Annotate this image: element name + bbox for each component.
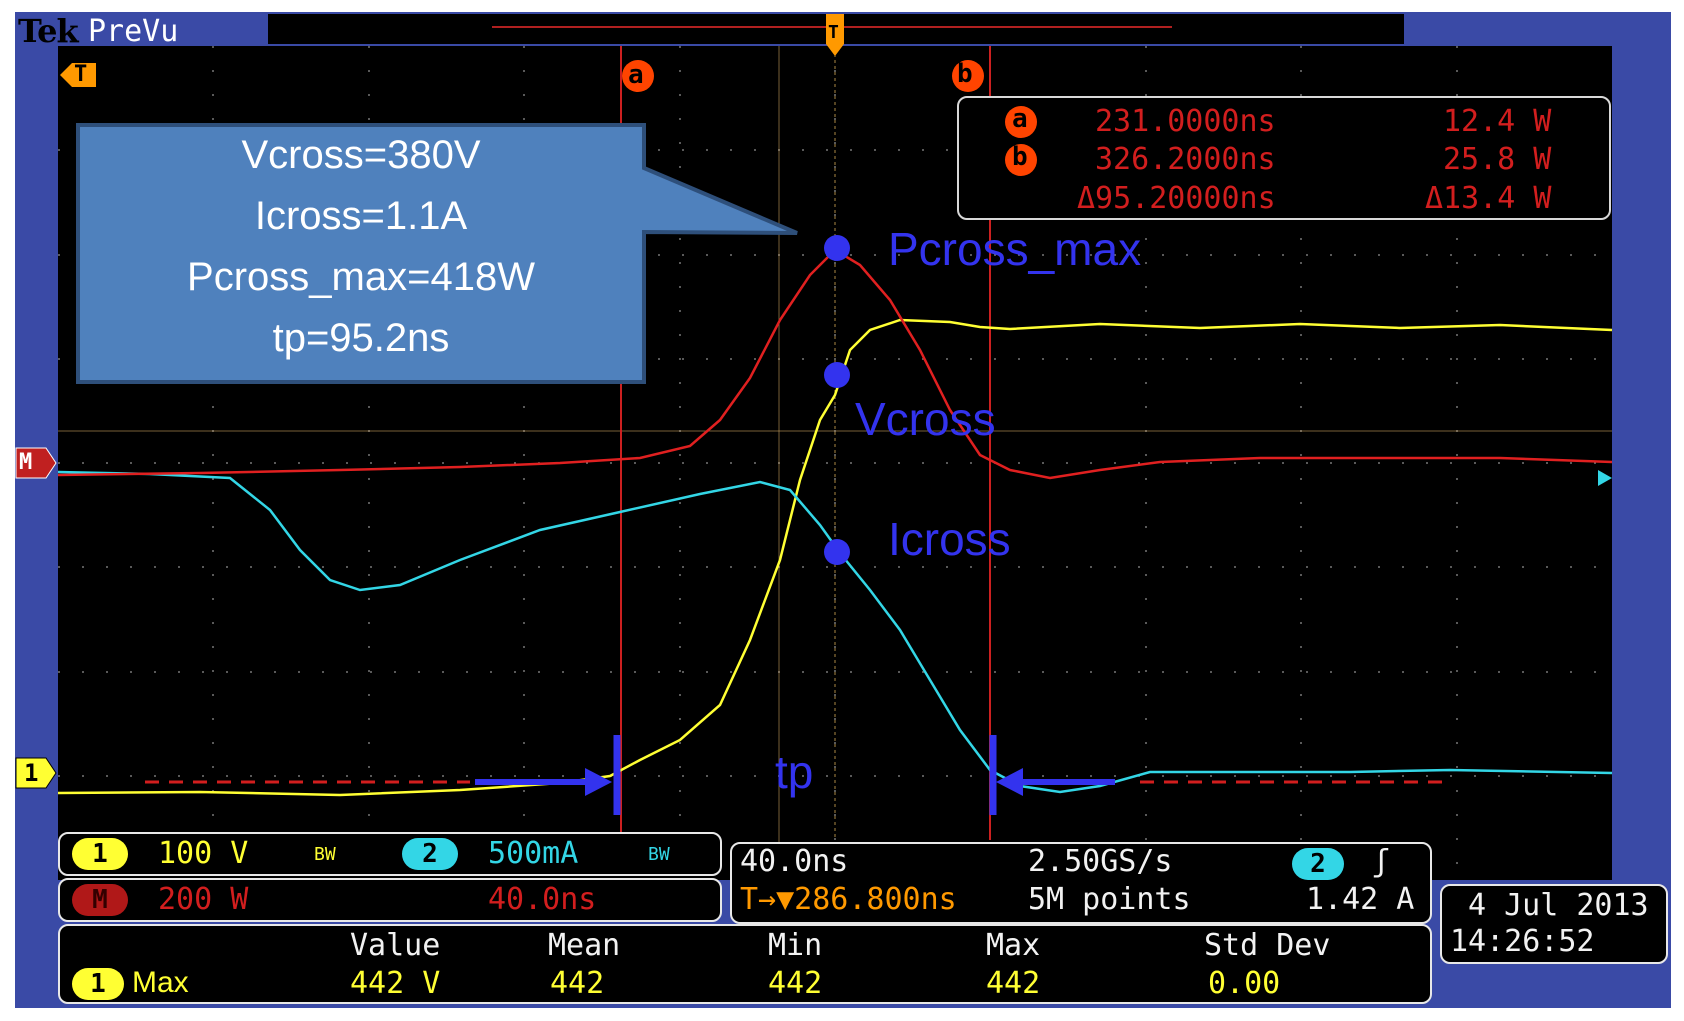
math-ref-letter: M bbox=[19, 450, 33, 475]
pcross-max-dot bbox=[824, 235, 850, 261]
math-badge[interactable]: M bbox=[72, 884, 128, 916]
callout-pcross: Pcross_max=418W bbox=[187, 255, 535, 299]
date-text: 4 Jul 2013 bbox=[1468, 888, 1649, 923]
meas-max: 442 bbox=[986, 966, 1041, 1001]
readout-delta-time: Δ95.20000ns bbox=[1077, 181, 1276, 216]
measurement-panel[interactable]: Value Mean Min Max Std Dev 1 Max 442 V 4… bbox=[58, 924, 1432, 1004]
trigger-offset: T→▼286.800ns bbox=[740, 882, 957, 917]
ch2-badge[interactable]: 2 bbox=[402, 838, 458, 870]
meas-value: 442 V bbox=[350, 966, 441, 1001]
pcross-max-label: Pcross_max bbox=[888, 223, 1142, 275]
readout-a-value: 12.4 W bbox=[1443, 104, 1552, 139]
math-time: 40.0ns bbox=[488, 882, 597, 917]
meas-header-max: Max bbox=[986, 928, 1041, 963]
ch2-current-trace bbox=[57, 470, 1613, 794]
math-power-trace bbox=[57, 248, 1613, 480]
cursor-b-label[interactable] bbox=[952, 60, 984, 92]
vcross-dot bbox=[824, 362, 850, 388]
ch1-scale: 100 V bbox=[158, 836, 249, 871]
ch1-ref-letter: 1 bbox=[24, 759, 39, 787]
tp-label: tp bbox=[775, 746, 814, 798]
callout-icross: Icross=1.1A bbox=[254, 194, 468, 238]
graticule bbox=[58, 46, 1612, 880]
meas-header-stddev: Std Dev bbox=[1204, 928, 1331, 963]
meas-ch1-badge[interactable]: 1 bbox=[72, 968, 124, 1000]
meas-header-min: Min bbox=[768, 928, 823, 963]
trigger-top-marker[interactable] bbox=[826, 14, 844, 56]
math-scale: 200 W bbox=[158, 882, 249, 917]
icross-label: Icross bbox=[888, 513, 1011, 565]
ch1-bw: BW bbox=[314, 844, 336, 865]
meas-name: Max bbox=[132, 966, 189, 999]
channel-scale-panel[interactable]: 1 100 V BW 2 500mA BW bbox=[58, 832, 722, 876]
readout-b-letter: b bbox=[1012, 142, 1028, 172]
trigger-pos-marker[interactable] bbox=[60, 63, 96, 87]
callout-vcross: Vcross=380V bbox=[241, 133, 481, 177]
timebase-panel[interactable]: 40.0ns 2.50GS/s 2 ʃ T→▼286.800ns 5M poin… bbox=[730, 842, 1432, 924]
trigger-pos-letter: T bbox=[74, 62, 88, 87]
ch1-ref-marker[interactable] bbox=[15, 757, 57, 789]
sample-rate: 2.50GS/s bbox=[1028, 844, 1173, 879]
readout-b-time: 326.2000ns bbox=[1095, 142, 1276, 177]
cursor-readout-panel[interactable]: a 231.0000ns 12.4 W b 326.2000ns 25.8 W … bbox=[957, 96, 1611, 220]
meas-header-mean: Mean bbox=[548, 928, 621, 963]
vcross-label: Vcross bbox=[855, 393, 996, 445]
cursor-a-letter: a bbox=[628, 60, 644, 90]
ch1-badge[interactable]: 1 bbox=[72, 838, 128, 870]
trigger-level: 1.42 A bbox=[1306, 882, 1415, 917]
readout-b-value: 25.8 W bbox=[1443, 142, 1552, 177]
trigger-top-letter: T bbox=[828, 22, 839, 43]
time-text: 14:26:52 bbox=[1450, 924, 1595, 959]
tek-logo: Tek bbox=[18, 12, 79, 50]
ch2-level-arrow bbox=[1598, 470, 1612, 486]
meas-header-value: Value bbox=[350, 928, 441, 963]
horizontal-scale: 40.0ns bbox=[740, 844, 849, 879]
math-scale-panel[interactable]: M 200 W 40.0ns bbox=[58, 878, 722, 922]
readout-a-time: 231.0000ns bbox=[1095, 104, 1276, 139]
acquisition-mode: PreVu bbox=[88, 14, 179, 49]
trigger-slope: ʃ bbox=[1372, 844, 1391, 879]
meas-stddev: 0.00 bbox=[1208, 966, 1281, 1001]
callout-text: Vcross=380V Icross=1.1A Pcross_max=418W … bbox=[78, 125, 644, 369]
math-ref-marker[interactable] bbox=[15, 447, 57, 479]
trigger-source-badge[interactable]: 2 bbox=[1292, 848, 1344, 880]
cursor-b-letter: b bbox=[957, 59, 973, 89]
callout-box bbox=[76, 123, 798, 384]
cursor-a-label[interactable] bbox=[622, 60, 654, 92]
callout-tp: tp=95.2ns bbox=[272, 316, 450, 360]
datetime-panel: 4 Jul 2013 14:26:52 bbox=[1440, 884, 1668, 964]
readout-a-letter: a bbox=[1012, 104, 1028, 134]
ch2-scale: 500mA bbox=[488, 836, 579, 871]
icross-dot bbox=[824, 539, 850, 565]
record-length: 5M points bbox=[1028, 882, 1191, 917]
meas-mean: 442 bbox=[550, 966, 605, 1001]
meas-min: 442 bbox=[768, 966, 823, 1001]
ch2-bw: BW bbox=[648, 844, 670, 865]
readout-delta-value: Δ13.4 W bbox=[1425, 181, 1552, 216]
